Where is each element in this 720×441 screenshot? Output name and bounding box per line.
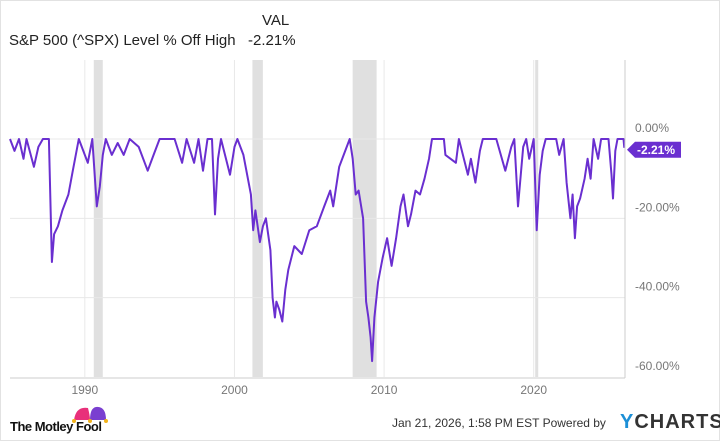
last-value-label: -2.21% (637, 143, 675, 157)
y-tick-label: 0.00% (635, 121, 669, 135)
powered-by: Powered by (542, 416, 606, 430)
y-tick-label: -60.00% (635, 359, 680, 373)
ycharts-logo-text: YCHARTS (620, 411, 720, 433)
legend-series-value: -2.21% (248, 32, 296, 49)
x-tick-label: 1990 (71, 383, 98, 397)
y-tick-label: -20.00% (635, 200, 680, 214)
last-value-marker: -2.21% (627, 141, 681, 158)
timestamp: Jan 21, 2026, 1:58 PM EST (392, 416, 540, 430)
legend-column-header: VAL (262, 12, 290, 29)
series-line (9, 138, 626, 363)
motley-fool-logo: The Motley Fool (10, 406, 108, 434)
x-tick-label: 2020 (520, 383, 547, 397)
x-tick-label: 2010 (371, 383, 398, 397)
ycharts-logo[interactable]: YCHARTS (620, 411, 720, 434)
x-tick-label: 2000 (221, 383, 248, 397)
motley-fool-text: The Motley Fool (10, 419, 102, 434)
footer-timestamp: Jan 21, 2026, 1:58 PM EST Powered by (392, 416, 606, 430)
legend-series-name: S&P 500 (^SPX) Level % Off High (9, 32, 236, 49)
y-tick-label: -40.00% (635, 280, 680, 294)
jester-hat-icon (72, 406, 108, 423)
